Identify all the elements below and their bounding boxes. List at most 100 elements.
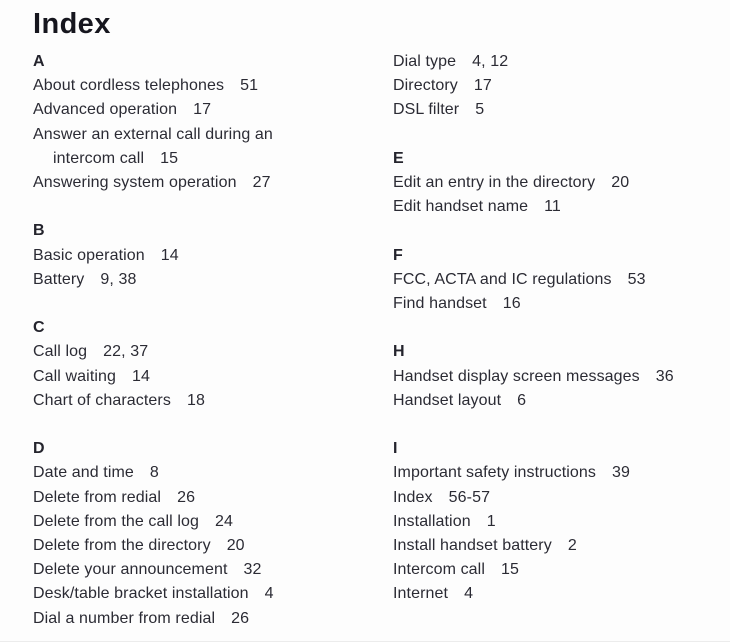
index-entry: Delete from the call log 24 [33,510,393,534]
index-entry: Advanced operation 17 [33,98,393,122]
entry-label: Call waiting [33,367,117,385]
index-entry: Index 56-57 [393,486,712,510]
entry-line: About cordless telephones 51 [33,74,393,98]
entry-label: Handset display screen messages [393,367,640,385]
entry-pages: 5 [475,101,485,119]
entry-line: Call waiting 14 [33,365,393,389]
index-section-f: F FCC, ACTA and IC regulations 53 Find hand… [393,244,712,317]
index-column-right: Dial type 4, 12 Directory 17 DSL filter 5 E Edi… [393,50,712,631]
entry-pages: 8 [149,464,159,482]
entry-label: About cordless telephones [33,77,225,95]
entry-line: Installation 1 [393,510,712,534]
entry-pages: 6 [517,391,527,409]
entry-label: Important safety instructions [393,464,596,482]
entry-line: Battery 9, 38 [33,268,393,292]
entry-pages: 32 [243,561,262,579]
section-letter: H [393,343,405,361]
index-entry: Call log 22, 37 [33,340,393,364]
entry-pages: 17 [193,101,212,119]
entry-pages: 27 [252,174,271,192]
entry-pages: 11 [544,198,561,216]
entry-pages: 36 [655,367,674,385]
index-entry: Answering system operation 27 [33,171,393,195]
entry-line: Edit handset name 11 [393,195,712,219]
index-entry: Call waiting 14 [33,365,393,389]
index-entry: Desk/table bracket installation 4 [33,582,393,606]
entry-pages: 53 [627,270,646,288]
entry-label: Delete from the directory [33,537,211,555]
entry-line: Find handset 16 [393,292,712,316]
entry-label: Delete from the call log [33,512,200,530]
entry-line: Important safety instructions 39 [393,461,712,485]
index-entry: Find handset 16 [393,292,712,316]
entry-pages: 22, 37 [103,343,149,361]
entry-label: Date and time [33,464,134,482]
entry-line: Dial type 4, 12 [393,50,712,74]
entry-label: Intercom call [393,561,485,579]
entry-label: Dial type [393,53,457,70]
section-letter: I [393,440,398,458]
index-entry: Installation 1 [393,510,712,534]
index-entry: Dial type 4, 12 [393,50,712,74]
entry-label: Find handset [393,295,487,312]
index-section-i: I Important safety instructions 39 Index 56-… [393,437,712,606]
section-letter: D [33,440,45,458]
entry-pages: 15 [501,561,519,579]
index-section-b: B Basic operation 14 Battery 9, 38 [33,219,393,292]
entry-line: Directory 17 [393,74,712,98]
entry-line: Advanced operation 17 [33,98,393,122]
entry-label: Chart of characters [33,391,171,409]
entry-pages: 18 [186,391,205,409]
entry-label: Advanced operation [33,101,178,119]
entry-pages: 14 [132,367,151,385]
index-entry: Handset layout 6 [393,389,712,413]
index-section-a: A About cordless telephones 51 Advanced ope… [33,50,393,195]
section-letter: C [33,319,45,337]
index-entry: FCC, ACTA and IC regulations 53 [393,268,712,292]
entry-label: FCC, ACTA and IC regulations [393,270,612,288]
entry-line: Date and time 8 [33,461,393,485]
entry-line: Desk/table bracket installation 4 [33,582,393,606]
entry-pages: 51 [240,77,259,95]
entry-pages: 56-57 [448,488,491,506]
section-letter: B [33,222,45,240]
entry-pages: 20 [226,537,245,555]
entry-label: Call log [33,343,88,361]
entry-label: Answering system operation [33,174,237,192]
entry-label: intercom call [53,149,145,167]
index-entry: Battery 9, 38 [33,268,393,292]
index-entry: Delete your announcement 32 [33,558,393,582]
entry-pages: 4, 12 [472,53,509,70]
entry-pages: 26 [231,609,250,627]
entry-pages: 26 [177,488,196,506]
index-entry: Intercom call 15 [393,558,712,582]
index-entry: DSL filter 5 [393,98,712,122]
index-entry: Chart of characters 18 [33,389,393,413]
entry-label: Delete your announcement [33,561,228,579]
index-entry: Edit handset name 11 [393,195,712,219]
entry-pages: 2 [567,537,577,554]
entry-line: Index 56-57 [393,486,712,510]
index-section-h: H Handset display screen messages 36 Handse… [393,340,712,413]
entry-line: Install handset battery 2 [393,534,712,558]
index-entry: Delete from the directory 20 [33,534,393,558]
index-section-c: C Call log 22, 37 Call waiting 14 Chart of ch… [33,316,393,413]
index-entry: Dial a number from redial 26 [33,607,393,631]
index-entry: Internet 4 [393,582,712,606]
entry-label: Basic operation [33,246,145,264]
index-entry: Basic operation 14 [33,244,393,268]
entry-line: Handset display screen messages 36 [393,365,712,389]
entry-line: Intercom call 15 [393,558,712,582]
entry-pages: 39 [612,464,630,482]
entry-pages: 4 [464,585,474,603]
index-entry: Directory 17 [393,74,712,98]
entry-pages: 1 [486,512,496,530]
entry-line: Answer an external call during an [33,123,393,147]
entry-pages: 15 [160,149,179,167]
section-letter: E [393,149,404,167]
index-entry: About cordless telephones 51 [33,74,393,98]
entry-label: Desk/table bracket installation [33,585,249,603]
entry-label: Index [393,488,433,506]
entry-label: Directory [393,77,458,95]
